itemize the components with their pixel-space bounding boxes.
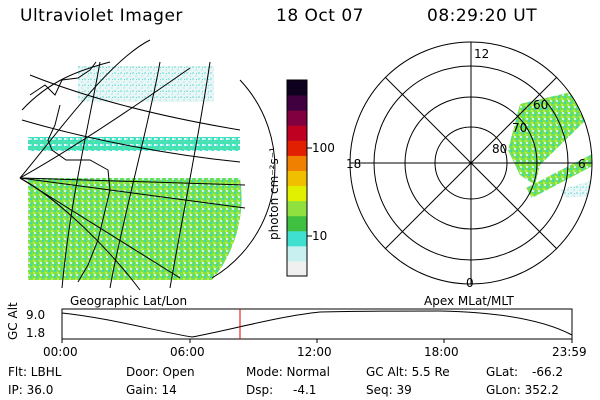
status-door: Door: Open	[126, 365, 195, 379]
instrument-title: Ultraviolet Imager	[20, 6, 183, 26]
mlt-label-18: 18	[346, 157, 362, 171]
colorbar-segment	[287, 200, 307, 217]
alt-ytick-high: 9.0	[26, 308, 46, 322]
status-flt: Flt: LBHL	[8, 365, 62, 379]
left-panel-caption: Geographic Lat/Lon	[70, 294, 188, 308]
alt-xtick-1200: 12:00	[297, 345, 332, 359]
apex-polar-panel	[349, 41, 593, 285]
status-seq: Seq: 39	[366, 383, 412, 397]
status-mode: Mode: Normal	[246, 365, 330, 379]
colorbar	[286, 79, 312, 277]
mlat-label-70: 70	[512, 121, 528, 135]
status-glon: GLon: 352.2	[486, 383, 559, 397]
alt-ytick-low: 1.8	[26, 326, 46, 340]
status-dsp-value: -4.1	[293, 383, 317, 397]
date-label: 18 Oct 07	[276, 6, 364, 26]
colorbar-segment	[287, 260, 307, 277]
emission-strip	[526, 150, 592, 198]
colorbar-segment	[287, 80, 307, 96]
colorbar-segment	[287, 155, 307, 171]
image-strip	[28, 137, 242, 151]
mlt-label-0: 0	[466, 276, 474, 290]
pale-image-region	[78, 66, 214, 102]
status-glat-label: GLat:	[486, 365, 519, 379]
mlt-label-6: 6	[578, 157, 586, 171]
colorbar-unit-label: photon cm⁻²s⁻¹	[267, 147, 281, 240]
status-gain: Gain: 14	[126, 383, 177, 397]
mlat-label-60: 60	[533, 98, 549, 112]
mlt-label-12: 12	[474, 47, 490, 61]
image-swath	[28, 178, 242, 280]
time-label: 08:29:20 UT	[427, 6, 538, 26]
status-ip: IP: 36.0	[8, 383, 54, 397]
colorbar-tick-100: 100	[312, 141, 335, 155]
colorbar-segment	[287, 170, 307, 187]
alt-xtick-0000: 00:00	[43, 345, 78, 359]
mlat-label-80: 80	[492, 142, 508, 156]
colorbar-segment	[287, 215, 307, 232]
status-glat-value: -66.2	[532, 365, 564, 379]
geographic-map-panel	[19, 39, 276, 291]
coastline	[29, 61, 111, 283]
auroral-emission	[508, 88, 588, 185]
right-panel-caption: Apex MLat/MLT	[424, 294, 514, 308]
colorbar-segment	[287, 95, 307, 111]
colorbar-segment	[287, 110, 307, 126]
colorbar-segment	[287, 185, 307, 202]
status-gc-alt: GC Alt: 5.5 Re	[366, 365, 450, 379]
colorbar-segment	[287, 140, 307, 156]
status-dsp-label: Dsp:	[246, 383, 274, 397]
colorbar-segment	[287, 245, 307, 262]
alt-xtick-1800: 18:00	[424, 345, 459, 359]
gc-alt-axis-label: GC Alt	[6, 302, 20, 340]
alt-xtick-0600: 06:00	[170, 345, 205, 359]
colorbar-segment	[287, 125, 307, 141]
alt-xtick-2359: 23:59	[552, 345, 587, 359]
colorbar-segment	[287, 230, 307, 247]
colorbar-tick-10: 10	[312, 229, 328, 243]
altitude-plot	[61, 308, 573, 343]
